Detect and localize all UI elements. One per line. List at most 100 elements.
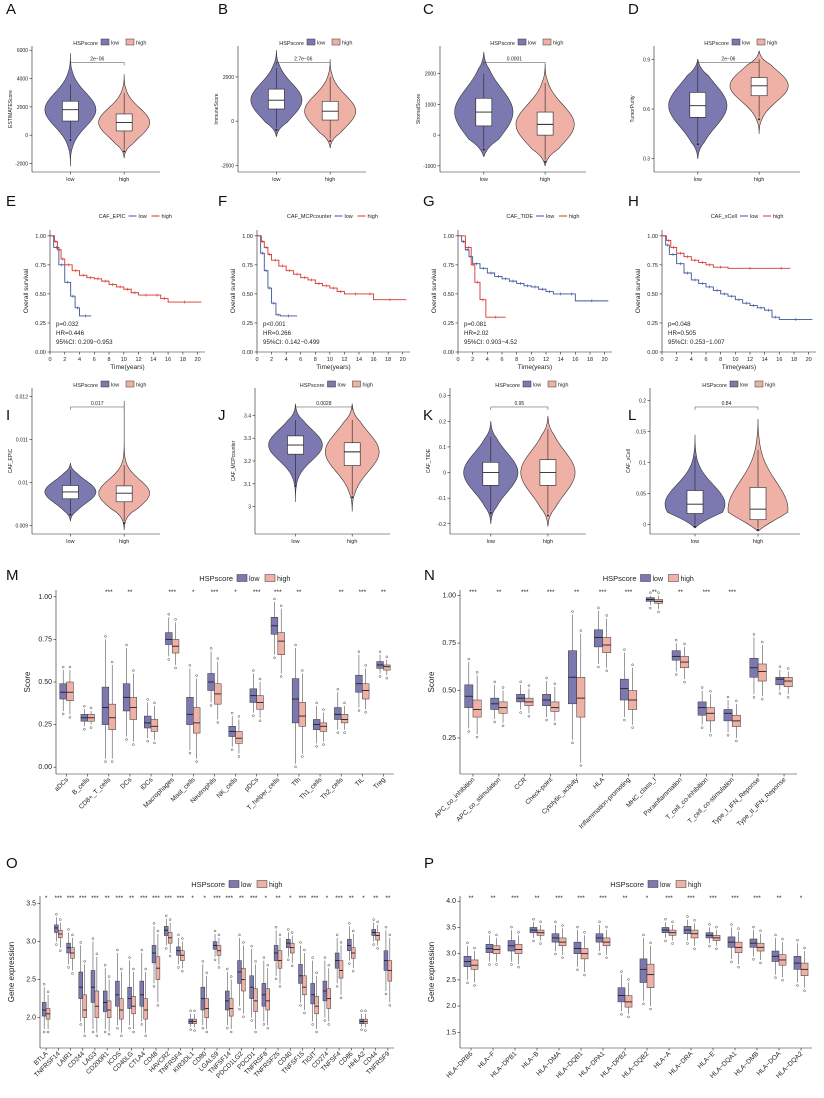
outlier-low [686, 942, 689, 945]
outlier-high [258, 677, 262, 681]
outlier-low [67, 928, 70, 931]
significance-label: *** [511, 895, 519, 902]
y-tick-label: 0.1 [439, 445, 446, 451]
y-axis-label: CAF_MCPcounter [231, 440, 237, 481]
outlier-low [323, 1019, 327, 1022]
y-tick-label: 0 [433, 133, 436, 139]
box-high [514, 943, 523, 954]
significance-label: *** [335, 895, 343, 902]
y-tick-label: 3.3 [244, 436, 251, 442]
outlier-low [61, 665, 65, 669]
box-high [343, 442, 361, 466]
legend-label-low: low [111, 41, 119, 47]
y-tick-label: 0.011 [16, 438, 28, 444]
outlier-high [683, 642, 686, 646]
violin-panel-d: HSPscore low high 0.3 0.6 0.9 low high 2e−06 Tumo… [630, 38, 800, 183]
outlier-low [623, 718, 626, 722]
significance-label: * [362, 895, 365, 902]
outlier-high [258, 719, 262, 722]
box-high [115, 485, 133, 503]
outlier-high [517, 965, 520, 969]
outlier-low [796, 938, 799, 942]
km-curve-high [50, 235, 202, 303]
outlier-low [201, 1026, 205, 1030]
outlier-low [252, 714, 255, 717]
box-low [775, 677, 785, 686]
significance-label: *** [665, 895, 673, 902]
x-tick-label: high [347, 539, 357, 545]
outlier-low [315, 701, 318, 705]
box-high [253, 988, 258, 1012]
outlier-high [237, 755, 241, 758]
x-tick-label: 12 [747, 357, 753, 363]
box-high [94, 990, 100, 1018]
outlier-point [544, 160, 547, 163]
outlier-high [59, 949, 62, 952]
km-legend-title: CAF_MCPcounter [287, 214, 332, 220]
outlier-high [217, 966, 221, 969]
y-axis-label: CAF_TIDE [426, 448, 432, 473]
outlier-high [205, 1030, 208, 1034]
significance-label: ** [373, 895, 379, 902]
outlier-low [273, 656, 276, 659]
outlier-high [649, 941, 652, 944]
x-tick-label: HLA−A [653, 1050, 673, 1070]
outlier-high [278, 933, 282, 936]
violin-panel-c: HSPscore low high -1000 0 1000 2000 low high 0.00… [416, 38, 586, 183]
x-tick-label: high [119, 177, 129, 183]
km-curve-high [257, 235, 407, 301]
outlier-high [68, 665, 72, 669]
outlier-low [778, 692, 782, 695]
significance-label: ** [622, 895, 628, 902]
legend-title: HSPscore [279, 41, 304, 47]
legend-label-high: high [681, 576, 694, 583]
outlier-low [674, 638, 678, 642]
box-high [319, 722, 328, 732]
outlier-low [213, 958, 217, 961]
legend-swatch-low [517, 38, 527, 46]
outlier-low [79, 1023, 82, 1026]
outlier-low [620, 1013, 623, 1016]
outlier-high [649, 1007, 652, 1011]
outlier-low [774, 933, 777, 937]
significance-label: ** [678, 589, 684, 596]
y-tick-label: 0 [25, 133, 28, 139]
km-legend-high: high [569, 214, 579, 220]
y-tick-label: 0.75 [38, 636, 52, 643]
outlier-low [336, 688, 340, 691]
pvalue-bracket [697, 62, 760, 66]
x-tick-label: 16 [572, 357, 578, 363]
x-tick-label: low [694, 177, 702, 183]
y-tick-label: 0.00 [38, 764, 52, 771]
km-annotation: HR=0.446 [56, 330, 85, 337]
outlier-high [709, 734, 712, 737]
outlier-low [189, 1009, 192, 1012]
outlier-low [348, 922, 351, 925]
outlier-high [553, 722, 557, 726]
pvalue-label: 2.7e−06 [294, 56, 312, 62]
outlier-low [752, 958, 755, 961]
x-tick-label: 8 [108, 357, 111, 363]
pvalue-bracket [694, 406, 759, 410]
pvalue-bracket [483, 62, 546, 66]
outlier-high [631, 726, 634, 729]
box-high [66, 681, 74, 701]
box-low [101, 686, 110, 725]
y-tick-label: 0.75 [35, 263, 46, 269]
box-high [757, 663, 767, 682]
outlier-low [311, 956, 314, 959]
x-tick-label: 12 [136, 357, 142, 363]
outlier-point [69, 513, 72, 516]
outlier-low [348, 962, 351, 965]
outlier-low [287, 958, 290, 961]
box-high [375, 932, 380, 941]
outlier-high [216, 657, 220, 660]
outlier-high [388, 933, 392, 936]
outlier-high [95, 1034, 99, 1038]
y-tick-label: 0.25 [35, 321, 46, 327]
legend-title: HSPscore [702, 383, 727, 389]
y-tick-label: 0.3 [643, 157, 650, 163]
x-tick-label: low [272, 177, 280, 183]
legend: HSPscore low high [603, 574, 694, 583]
